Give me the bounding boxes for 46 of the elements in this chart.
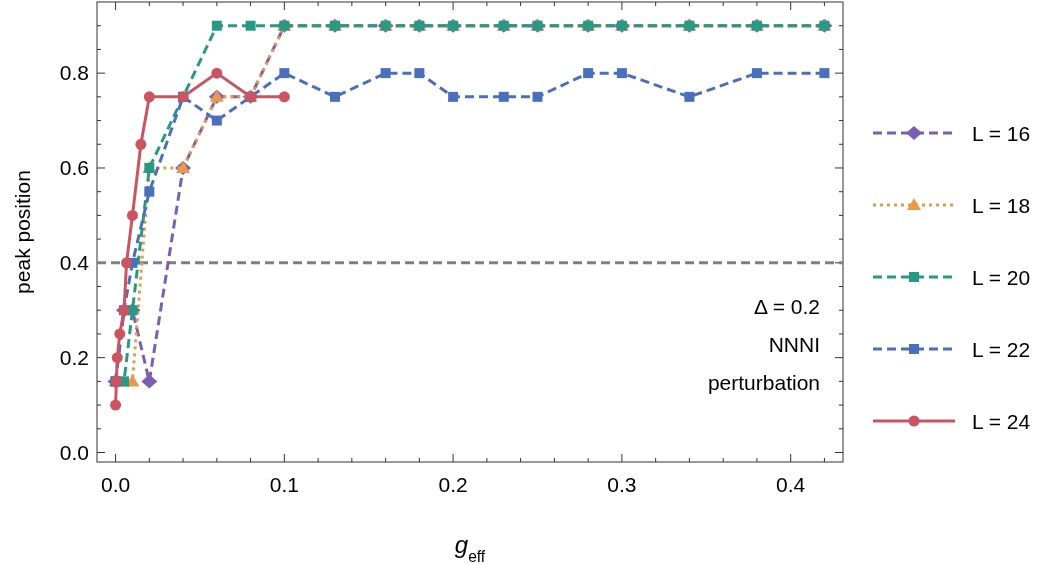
point [126, 209, 138, 221]
legend-label: L = 18 [972, 194, 1031, 217]
point [111, 352, 123, 364]
point [144, 186, 155, 197]
legend-label: L = 16 [972, 122, 1031, 145]
point [616, 68, 627, 79]
x-tick-label: 0.3 [607, 473, 637, 496]
point [211, 115, 222, 126]
point [110, 399, 122, 411]
point [211, 20, 222, 31]
point [245, 20, 256, 31]
point [141, 374, 158, 389]
point [414, 68, 425, 79]
point [143, 91, 155, 103]
y-axis-title: peak position [11, 170, 34, 294]
y-tick-label: 0.6 [59, 155, 89, 179]
point [135, 138, 147, 150]
point [329, 91, 340, 102]
point [751, 68, 762, 79]
point [278, 91, 290, 103]
x-tick-label: 0.2 [438, 473, 468, 496]
legend-label: L = 22 [972, 338, 1031, 361]
point [279, 68, 290, 79]
point [532, 91, 543, 102]
point [114, 328, 126, 340]
x-axis-title: g$_{eff}$ [454, 531, 486, 564]
point [380, 68, 391, 79]
y-tick-label: 0.4 [59, 250, 90, 274]
point [211, 67, 223, 79]
point [121, 257, 133, 269]
annotation: Δ = 0.2 [754, 295, 820, 318]
point [684, 91, 695, 102]
x-tick-label: 0.4 [776, 473, 806, 496]
y-tick-label: 0.2 [59, 345, 89, 369]
annotation: perturbation [707, 371, 820, 394]
point [819, 68, 830, 79]
point [583, 68, 594, 79]
x-tick-label: 0.0 [100, 473, 131, 496]
legend-label: L = 20 [972, 266, 1031, 289]
legend-label: L = 24 [972, 410, 1031, 433]
point [448, 91, 459, 102]
point [498, 91, 509, 102]
y-tick-label: 0.0 [59, 440, 89, 464]
y-tick-label: 0.8 [59, 61, 89, 85]
x-tick-label: 0.1 [269, 473, 299, 496]
annotation: NNNI [768, 333, 820, 356]
